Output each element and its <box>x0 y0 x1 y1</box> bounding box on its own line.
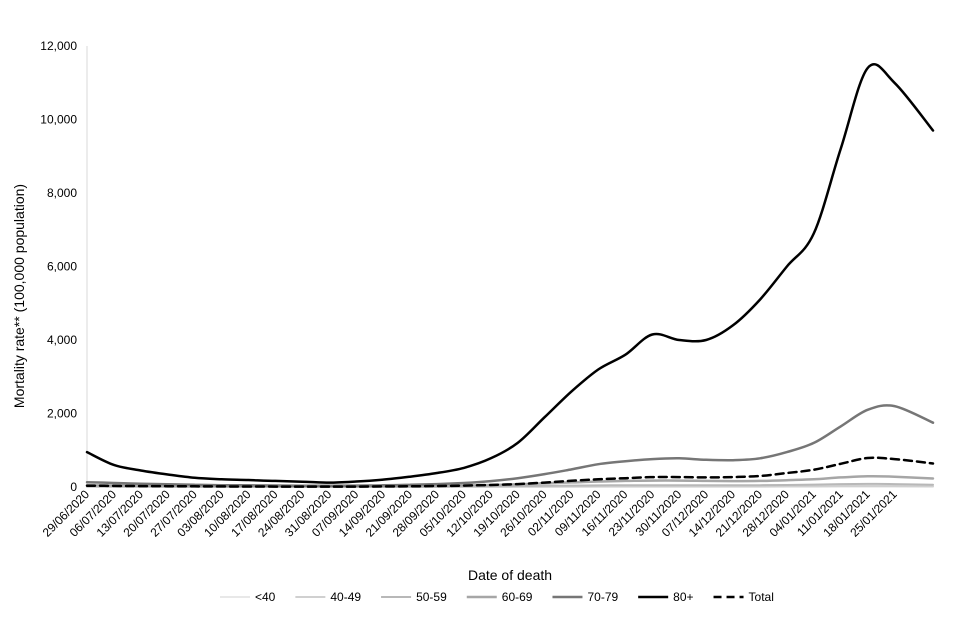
y-tick-label: 2,000 <box>47 407 77 421</box>
legend-label-2: 50-59 <box>416 590 447 604</box>
x-axis-title: Date of death <box>468 567 552 583</box>
y-tick-label: 6,000 <box>47 260 77 274</box>
legend: <40 40-49 50-59 60-69 70-79 80+ Total <box>220 590 774 604</box>
legend-label-1: 40-49 <box>330 590 361 604</box>
y-tick-label: 12,000 <box>40 39 77 53</box>
y-tick-label: 10,000 <box>40 113 77 127</box>
x-axis: 29/06/202006/07/202013/07/202020/07/2020… <box>40 486 933 540</box>
y-tick-label: 0 <box>70 480 77 494</box>
legend-label-0: <40 <box>255 590 276 604</box>
series-lines <box>85 63 935 489</box>
y-tick-label: 4,000 <box>47 333 77 347</box>
series-line-5 <box>85 63 935 484</box>
legend-label-4: 70-79 <box>587 590 618 604</box>
y-axis: 0 2,000 4,000 6,000 8,000 10,000 12,000 <box>40 39 88 494</box>
series-line-6 <box>85 456 935 488</box>
y-tick-label: 8,000 <box>47 186 77 200</box>
legend-label-6: Total <box>749 590 774 604</box>
series-line-4 <box>85 404 935 487</box>
y-axis-title: Mortality rate** (100,000 population) <box>11 184 27 408</box>
legend-label-3: 60-69 <box>502 590 533 604</box>
legend-label-5: 80+ <box>673 590 693 604</box>
